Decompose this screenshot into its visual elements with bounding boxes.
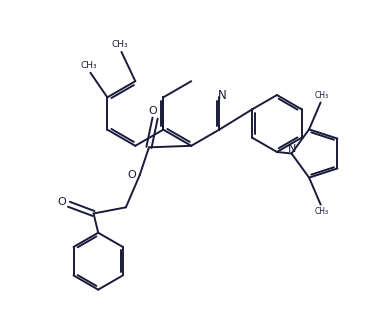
Text: N: N	[288, 144, 296, 154]
Text: CH₃: CH₃	[81, 60, 97, 70]
Text: CH₃: CH₃	[314, 207, 328, 216]
Text: O: O	[149, 106, 157, 116]
Text: N: N	[218, 89, 227, 102]
Text: O: O	[57, 197, 66, 207]
Text: CH₃: CH₃	[112, 40, 128, 49]
Text: O: O	[127, 170, 135, 180]
Text: CH₃: CH₃	[314, 91, 328, 100]
